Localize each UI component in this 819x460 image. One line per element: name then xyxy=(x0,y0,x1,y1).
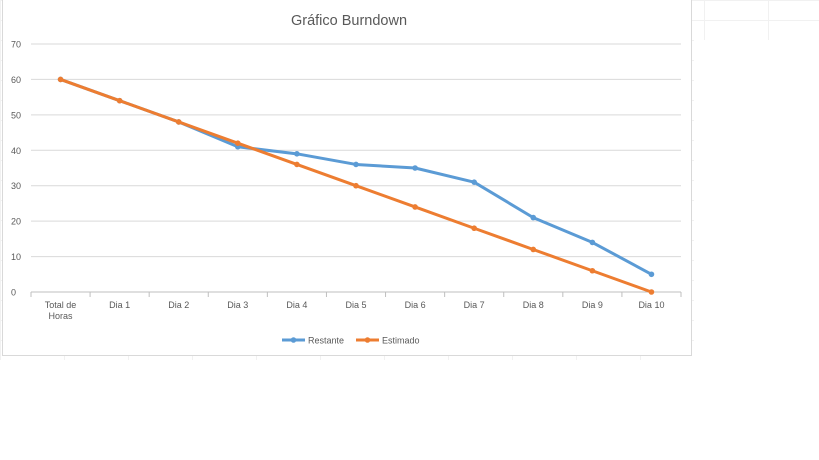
series-restante xyxy=(57,76,655,278)
chart-title: Gráfico Burndown xyxy=(291,13,407,29)
y-tick-label: 10 xyxy=(11,252,21,262)
x-tick-label: Dia 9 xyxy=(582,300,603,310)
data-point xyxy=(471,225,477,232)
x-tick-label: Dia 8 xyxy=(523,300,544,310)
y-tick-label: 70 xyxy=(11,40,21,50)
legend-label: Restante xyxy=(308,336,344,346)
y-tick-label: 50 xyxy=(11,110,21,120)
y-gridlines xyxy=(30,43,682,297)
legend-label: Estimado xyxy=(382,336,420,346)
legend-item-restante: Restante xyxy=(282,336,344,346)
series-line xyxy=(59,77,653,276)
y-tick-label: 60 xyxy=(11,75,21,85)
data-point xyxy=(589,239,596,246)
y-tick-labels: 0 10 20 30 40 50 60 70 xyxy=(11,40,21,298)
x-tick-label: Dia 5 xyxy=(345,300,366,310)
data-point xyxy=(471,179,477,185)
legend-item-estimado: Estimado xyxy=(356,336,420,346)
y-tick-label: 0 xyxy=(11,288,16,298)
x-tick-labels: Total de Horas Dia 1 Dia 2 Dia 3 Dia 4 Dia 5 Di… xyxy=(45,300,665,321)
legend-marker xyxy=(364,337,371,343)
data-point xyxy=(648,271,655,278)
data-point xyxy=(353,161,359,168)
data-point xyxy=(530,246,537,253)
data-point xyxy=(412,165,418,171)
series-estimado xyxy=(57,76,655,295)
burndown-chart: Gráfico Burndown 0 10 20 30 40 50 60 70 Total d… xyxy=(11,13,682,346)
x-tick-label: Dia 10 xyxy=(638,300,664,310)
x-tick-label: Dia 3 xyxy=(227,300,248,310)
sheet-blank-area xyxy=(0,360,819,460)
sheet-blank-area-right xyxy=(694,40,819,460)
data-point xyxy=(353,182,359,189)
x-tick-label: Dia 1 xyxy=(109,300,130,310)
data-point xyxy=(57,76,64,83)
data-point xyxy=(116,97,123,104)
data-point xyxy=(648,289,655,295)
x-tick-label: Dia 7 xyxy=(464,300,485,310)
y-tick-label: 40 xyxy=(11,146,21,156)
legend: Restante Estimado xyxy=(282,336,420,346)
x-tick-label: Dia 2 xyxy=(168,300,189,310)
data-point xyxy=(412,204,418,210)
legend-marker xyxy=(290,337,297,343)
data-point xyxy=(294,161,300,168)
x-tick-label: Dia 6 xyxy=(405,300,426,310)
y-tick-label: 20 xyxy=(11,217,21,227)
data-point xyxy=(175,119,182,125)
data-point xyxy=(530,214,537,221)
series-lines xyxy=(57,76,655,295)
data-point xyxy=(294,151,300,157)
chart-object[interactable]: Gráfico Burndown 0 10 20 30 40 50 60 70 Total d… xyxy=(2,0,692,356)
y-tick-label: 30 xyxy=(11,181,21,191)
data-point xyxy=(235,140,241,146)
x-tick-label: Total de Horas xyxy=(45,300,77,321)
data-point xyxy=(589,267,596,274)
x-tick-label: Dia 4 xyxy=(286,300,307,310)
